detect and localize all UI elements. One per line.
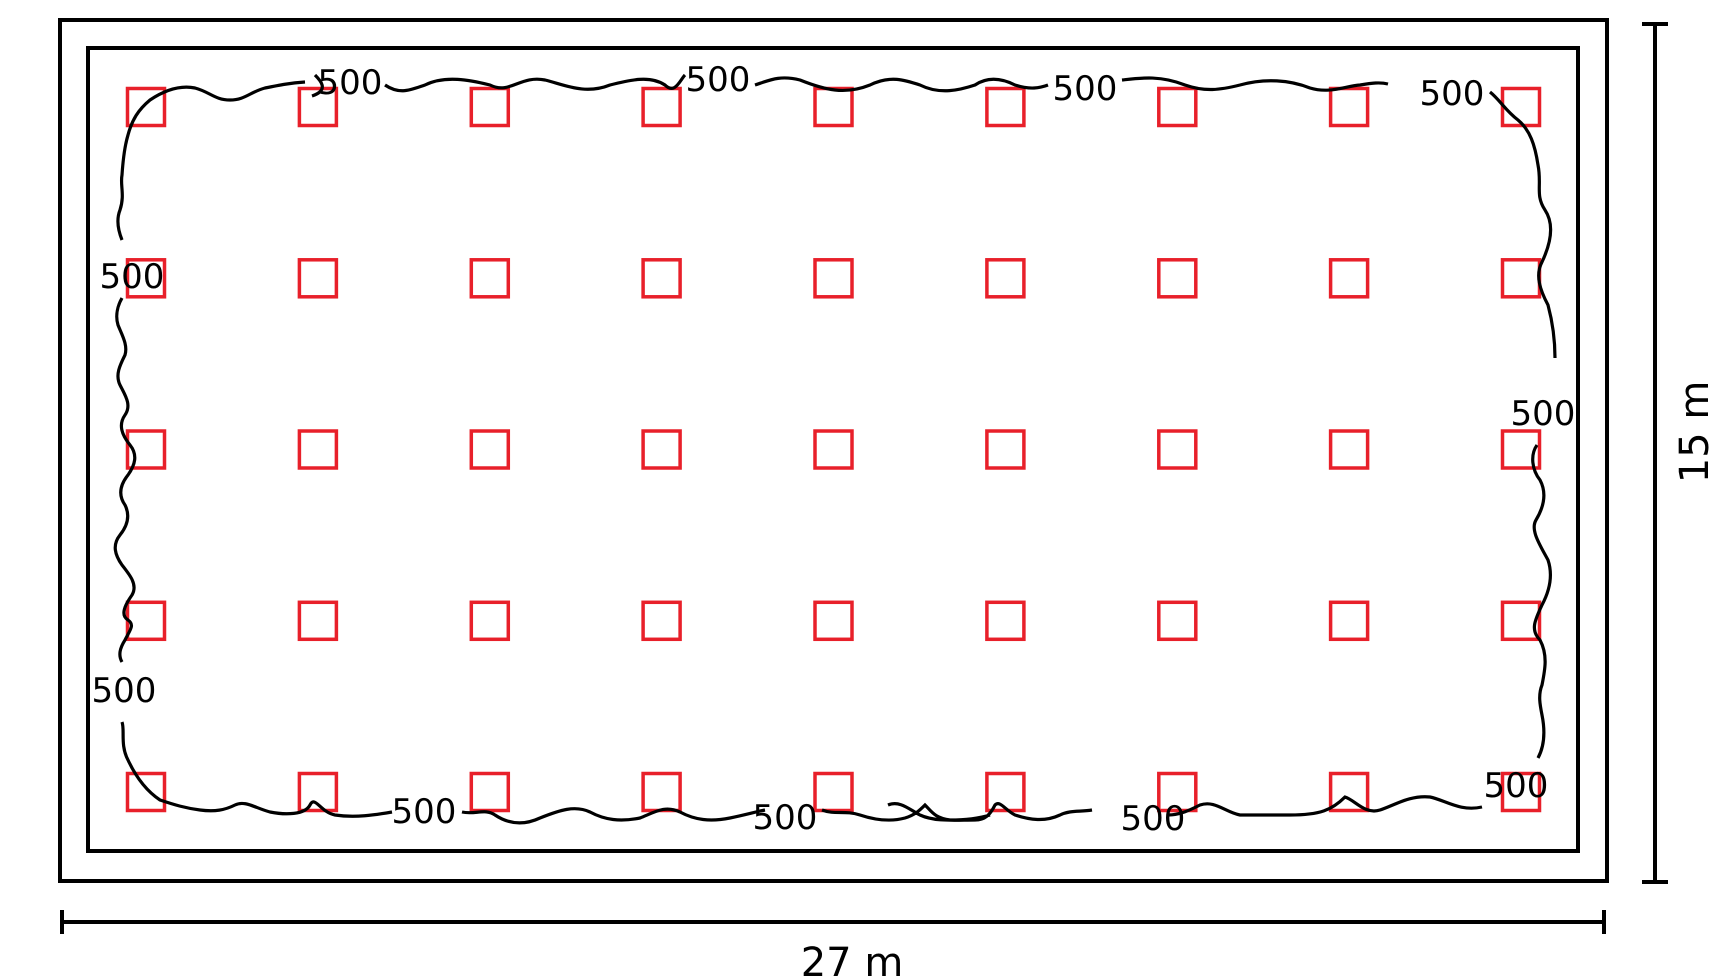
luminaire-icon bbox=[1500, 258, 1542, 299]
room-inner-wall bbox=[86, 46, 1580, 853]
isoline-label-bottom-1: 500 bbox=[392, 792, 457, 832]
luminaire-grid bbox=[125, 86, 1542, 813]
isoline-500 bbox=[113, 73, 1557, 825]
luminaire-icon bbox=[1500, 771, 1542, 813]
luminaire-icon bbox=[1500, 86, 1542, 128]
isoline-label-left-2: 500 bbox=[92, 671, 157, 711]
luminaire-icon bbox=[641, 771, 682, 813]
luminaire-icon bbox=[125, 258, 167, 299]
luminaire-icon bbox=[125, 429, 167, 470]
luminaire-icon bbox=[1157, 600, 1198, 642]
luminaire-icon bbox=[985, 258, 1026, 299]
luminaire-icon bbox=[1328, 771, 1370, 813]
width-dimension-line bbox=[60, 910, 1606, 934]
luminaire-icon bbox=[1157, 771, 1198, 813]
isoline-label-right-2: 500 bbox=[1484, 766, 1549, 806]
luminaire-icon bbox=[641, 86, 682, 128]
luminaire-icon bbox=[297, 429, 339, 470]
luminaire-icon bbox=[985, 86, 1026, 128]
luminaire-icon bbox=[1500, 429, 1542, 470]
luminaire-icon bbox=[813, 86, 854, 128]
luminaire-icon bbox=[1500, 600, 1542, 642]
luminaire-icon bbox=[469, 86, 511, 128]
isoline-label-top-1: 500 bbox=[318, 63, 383, 103]
width-dimension-label: 27 m bbox=[801, 940, 904, 980]
luminaire-icon bbox=[297, 600, 339, 642]
luminaire-icon bbox=[641, 258, 682, 299]
luminaire-icon bbox=[985, 771, 1026, 813]
luminaire-icon bbox=[1157, 429, 1198, 470]
room-outer-wall bbox=[58, 18, 1609, 883]
isoline-label-left-1: 500 bbox=[100, 257, 165, 297]
height-dimension-line bbox=[1642, 22, 1668, 884]
luminaire-icon bbox=[1328, 600, 1370, 642]
isoline-label-right-1: 500 bbox=[1511, 394, 1576, 434]
luminaire-icon bbox=[641, 600, 682, 642]
luminaire-icon bbox=[469, 600, 511, 642]
luminaire-icon bbox=[1328, 258, 1370, 299]
luminaire-icon bbox=[297, 771, 339, 813]
luminaire-icon bbox=[125, 771, 167, 813]
isoline-label-top-2: 500 bbox=[686, 60, 751, 100]
luminaire-icon bbox=[1328, 86, 1370, 128]
luminaire-icon bbox=[469, 258, 511, 299]
luminaire-icon bbox=[1157, 258, 1198, 299]
luminaire-icon bbox=[813, 429, 854, 470]
luminaire-icon bbox=[297, 258, 339, 299]
luminaire-icon bbox=[1328, 429, 1370, 470]
luminaire-icon bbox=[469, 771, 511, 813]
luminaire-icon bbox=[297, 86, 339, 128]
luminaire-icon bbox=[813, 258, 854, 299]
luminaire-icon bbox=[813, 771, 854, 813]
luminaire-icon bbox=[813, 600, 854, 642]
height-dimension-label: 15 m bbox=[1672, 381, 1718, 484]
luminaire-icon bbox=[641, 429, 682, 470]
luminaire-icon bbox=[985, 600, 1026, 642]
isoline-label-top-3: 500 bbox=[1053, 69, 1118, 109]
isoline-label-bottom-2: 500 bbox=[753, 798, 818, 838]
isoline-label-bottom-3: 500 bbox=[1121, 799, 1186, 839]
luminaire-icon bbox=[125, 86, 167, 128]
isoline-label-top-4: 500 bbox=[1420, 74, 1485, 114]
luminaire-icon bbox=[985, 429, 1026, 470]
luminaire-icon bbox=[469, 429, 511, 470]
luminaire-icon bbox=[1157, 86, 1198, 128]
luminaire-icon bbox=[125, 600, 167, 642]
